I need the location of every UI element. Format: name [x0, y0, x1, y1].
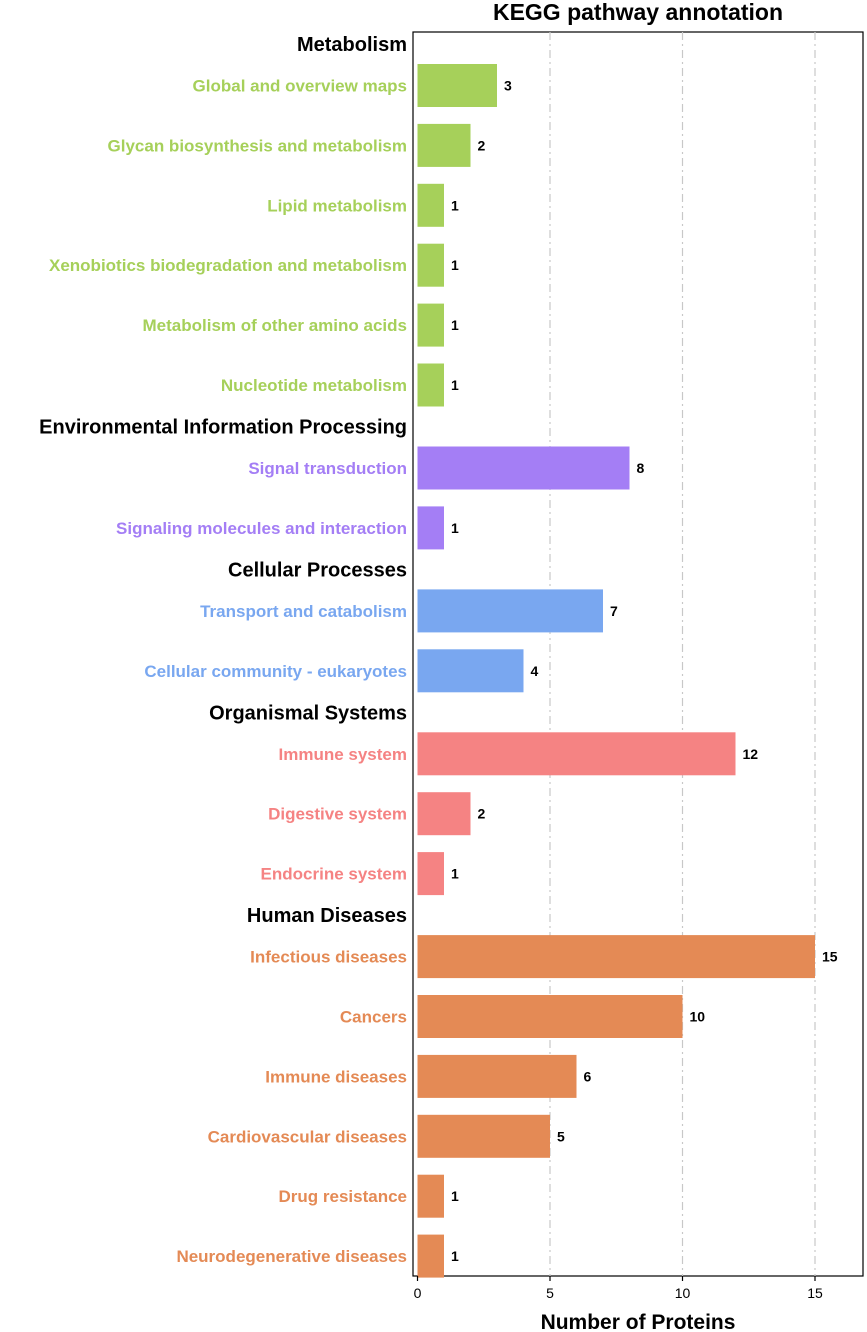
- category-label: Xenobiotics biodegradation and metabolis…: [49, 256, 407, 275]
- bar: [417, 852, 444, 896]
- bar: [417, 1114, 550, 1158]
- category-label: Signal transduction: [248, 459, 407, 478]
- group-label: Cellular Processes: [228, 559, 407, 581]
- x-tick-label: 0: [414, 1285, 422, 1301]
- bar: [417, 935, 815, 979]
- value-label: 10: [690, 1009, 706, 1025]
- value-label: 1: [451, 1188, 459, 1204]
- category-label: Cancers: [340, 1008, 407, 1027]
- bar: [417, 1054, 577, 1098]
- grid-lines: [549, 32, 816, 1276]
- group-label: Human Diseases: [247, 905, 407, 927]
- x-tick-label: 10: [675, 1285, 691, 1301]
- category-label: Cellular community - eukaryotes: [144, 662, 407, 681]
- bars: [417, 64, 815, 1278]
- value-label: 1: [451, 520, 459, 536]
- category-label: Drug resistance: [279, 1187, 408, 1206]
- bar: [417, 446, 630, 490]
- value-label: 3: [504, 78, 512, 94]
- bar: [417, 792, 471, 836]
- value-label: 4: [531, 663, 539, 679]
- category-label: Metabolism of other amino acids: [143, 316, 408, 335]
- category-label: Nucleotide metabolism: [221, 376, 407, 395]
- x-tick-label: 5: [546, 1285, 554, 1301]
- bar: [417, 732, 736, 776]
- value-label: 2: [478, 806, 486, 822]
- category-label: Glycan biosynthesis and metabolism: [108, 136, 407, 155]
- value-label: 2: [478, 137, 486, 153]
- group-label: Metabolism: [297, 34, 407, 56]
- category-label: Digestive system: [268, 805, 407, 824]
- bar: [417, 303, 444, 347]
- category-label: Infectious diseases: [250, 948, 407, 967]
- value-label: 8: [637, 460, 645, 476]
- group-label: Environmental Information Processing: [39, 417, 407, 439]
- value-label: 7: [610, 603, 618, 619]
- category-label: Immune diseases: [265, 1067, 407, 1086]
- group-label: Organismal Systems: [209, 702, 407, 724]
- category-label: Lipid metabolism: [267, 196, 407, 215]
- value-label: 5: [557, 1128, 565, 1144]
- bar: [417, 123, 471, 167]
- value-label: 1: [451, 866, 459, 882]
- plot-frame: [412, 31, 864, 1277]
- category-label: Immune system: [279, 745, 408, 764]
- value-label: 12: [743, 746, 759, 762]
- value-label: 1: [451, 317, 459, 333]
- value-label: 6: [584, 1068, 592, 1084]
- value-label: 1: [451, 1248, 459, 1264]
- bar: [417, 363, 444, 407]
- value-label: 1: [451, 377, 459, 393]
- bar: [417, 1174, 444, 1218]
- value-label: 15: [822, 949, 838, 965]
- bar: [417, 995, 683, 1038]
- category-label: Global and overview maps: [193, 77, 407, 96]
- value-label: 1: [451, 257, 459, 273]
- value-label: 1: [451, 197, 459, 213]
- bar: [417, 589, 603, 633]
- bar: [417, 649, 524, 693]
- x-axis-label: Number of Proteins: [541, 1311, 736, 1332]
- category-label: Neurodegenerative diseases: [176, 1247, 407, 1266]
- bar: [417, 183, 444, 227]
- x-tick-label: 15: [807, 1285, 823, 1301]
- category-labels: Metabolism Global and overview maps 3 Glyca…: [39, 34, 838, 1266]
- category-label: Cardiovascular diseases: [208, 1127, 407, 1146]
- category-label: Signaling molecules and interaction: [116, 519, 407, 538]
- chart-title: KEGG pathway annotation: [493, 0, 783, 25]
- bar: [417, 506, 444, 550]
- bar: [417, 64, 497, 107]
- bar: [417, 1234, 444, 1278]
- category-label: Endocrine system: [261, 865, 407, 884]
- x-axis-ticks: 0 5 10 15: [414, 1276, 823, 1301]
- bar: [417, 243, 444, 287]
- category-label: Transport and catabolism: [200, 602, 407, 621]
